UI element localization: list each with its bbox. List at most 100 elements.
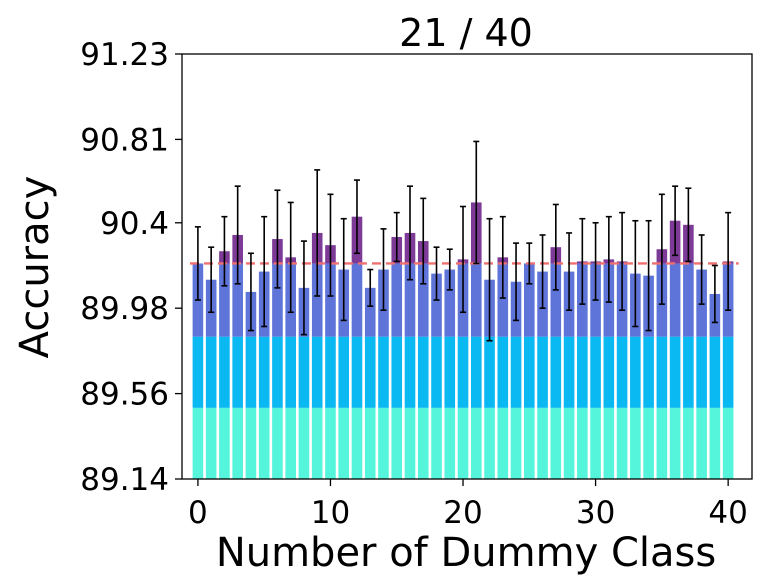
bar-29-segment-0	[577, 407, 588, 479]
error-bar-14	[380, 228, 387, 312]
bar-0-segment-1	[192, 336, 204, 408]
error-bar-28	[566, 232, 573, 312]
y-tick-label-1: 89.56	[80, 377, 169, 413]
bar-12-segment-2	[351, 263, 363, 337]
bar-15-segment-0	[391, 407, 403, 479]
bar-25-segment-2	[524, 263, 535, 337]
error-bar-12	[353, 179, 360, 255]
y-tick-label-0: 89.14	[80, 462, 169, 498]
error-bar-8	[300, 240, 307, 336]
bar-4-segment-1	[245, 336, 257, 408]
bar-40-segment-0	[722, 407, 734, 479]
bar-35-segment-1	[656, 336, 668, 408]
bar-22-segment-0	[484, 407, 495, 479]
bar-34-segment-1	[643, 336, 654, 408]
bar-18-segment-2	[431, 273, 442, 337]
bar-39-segment-0	[709, 407, 721, 479]
bar-18-segment-1	[431, 336, 442, 408]
bar-19-segment-0	[444, 407, 456, 479]
bar-11-segment-0	[338, 407, 350, 479]
bar-8-segment-0	[298, 407, 310, 479]
error-bars	[194, 140, 732, 342]
error-bar-3	[234, 185, 241, 285]
bar-24-segment-0	[510, 407, 522, 479]
bar-18	[431, 273, 442, 479]
bar-36-segment-1	[669, 336, 681, 408]
bar-3-segment-0	[232, 407, 243, 479]
error-bar-35	[658, 193, 665, 305]
error-bar-24	[513, 242, 520, 322]
bar-14-segment-1	[378, 336, 389, 408]
bar-37-segment-1	[683, 336, 694, 408]
error-bar-33	[632, 219, 639, 328]
bar-36-segment-2	[669, 263, 681, 337]
bar-2-segment-0	[219, 407, 230, 479]
error-bar-36	[672, 185, 679, 257]
x-tick-label-20: 20	[443, 495, 482, 531]
bar-9-segment-1	[311, 336, 323, 408]
error-bar-29	[579, 217, 586, 305]
bar-19	[444, 269, 456, 479]
bar-27-segment-0	[550, 407, 562, 479]
bar-28-segment-1	[563, 336, 575, 408]
error-bar-22	[486, 217, 493, 342]
error-bar-17	[420, 197, 427, 285]
bar-16-segment-1	[404, 336, 416, 408]
bar-20-segment-1	[457, 336, 469, 408]
bar-30-segment-1	[590, 336, 601, 408]
error-bar-30	[592, 221, 599, 301]
bar-13-segment-2	[364, 287, 376, 337]
error-bar-27	[552, 203, 559, 291]
error-bar-10	[327, 193, 334, 297]
error-bar-11	[340, 217, 347, 322]
bar-10-segment-2	[325, 263, 336, 337]
bar-34-segment-0	[643, 407, 654, 479]
bar-21-segment-2	[470, 263, 482, 337]
bar-25-segment-0	[524, 407, 535, 479]
error-bar-16	[407, 185, 413, 281]
bar-8-segment-1	[298, 336, 310, 408]
bar-31-segment-0	[603, 407, 615, 479]
bar-12	[351, 216, 363, 479]
error-bar-0	[194, 226, 201, 301]
bar-23-segment-0	[497, 407, 509, 479]
bar-10-segment-0	[325, 407, 336, 479]
error-bar-21	[473, 140, 480, 265]
bar-3-segment-1	[232, 336, 243, 408]
error-bar-34	[645, 219, 652, 332]
error-bar-18	[433, 246, 440, 301]
bar-29-segment-1	[577, 336, 588, 408]
bar-26-segment-0	[537, 407, 548, 479]
y-tick-label-4: 90.81	[80, 122, 169, 158]
bar-16-segment-2	[404, 263, 416, 337]
bar-3-segment-2	[232, 263, 243, 337]
bar-37-segment-2	[683, 263, 694, 337]
bar-7-segment-1	[285, 336, 296, 408]
bar-19-segment-2	[444, 269, 456, 337]
bar-12-segment-1	[351, 336, 363, 408]
bar-31-segment-1	[603, 336, 615, 408]
bar-9-segment-2	[311, 263, 323, 337]
bar-33-segment-0	[630, 407, 641, 479]
bar-24-segment-1	[510, 336, 522, 408]
error-bar-40	[725, 211, 732, 312]
error-bar-38	[698, 234, 705, 305]
bar-0-segment-0	[192, 407, 204, 479]
bar-7-segment-0	[285, 407, 296, 479]
bar-21-segment-0	[470, 407, 482, 479]
bar-19-segment-1	[444, 336, 456, 408]
bar-2-segment-2	[219, 263, 230, 337]
error-bar-4	[247, 252, 254, 332]
error-bar-32	[619, 211, 626, 312]
y-tick-label-2: 89.98	[80, 291, 169, 327]
error-bar-5	[261, 215, 268, 328]
y-axis-ticks: 89.14 89.56 89.98 90.4 90.81 91.23	[80, 37, 182, 498]
bar-5-segment-0	[258, 407, 270, 479]
bar-25	[524, 263, 535, 479]
bar-13	[364, 287, 376, 479]
bar-10-segment-1	[325, 336, 336, 408]
bar-23-segment-2	[497, 263, 509, 337]
y-tick-label-5: 91.23	[80, 37, 169, 73]
x-axis-label: Number of Dummy Class	[216, 530, 716, 576]
error-bar-15	[393, 211, 400, 263]
